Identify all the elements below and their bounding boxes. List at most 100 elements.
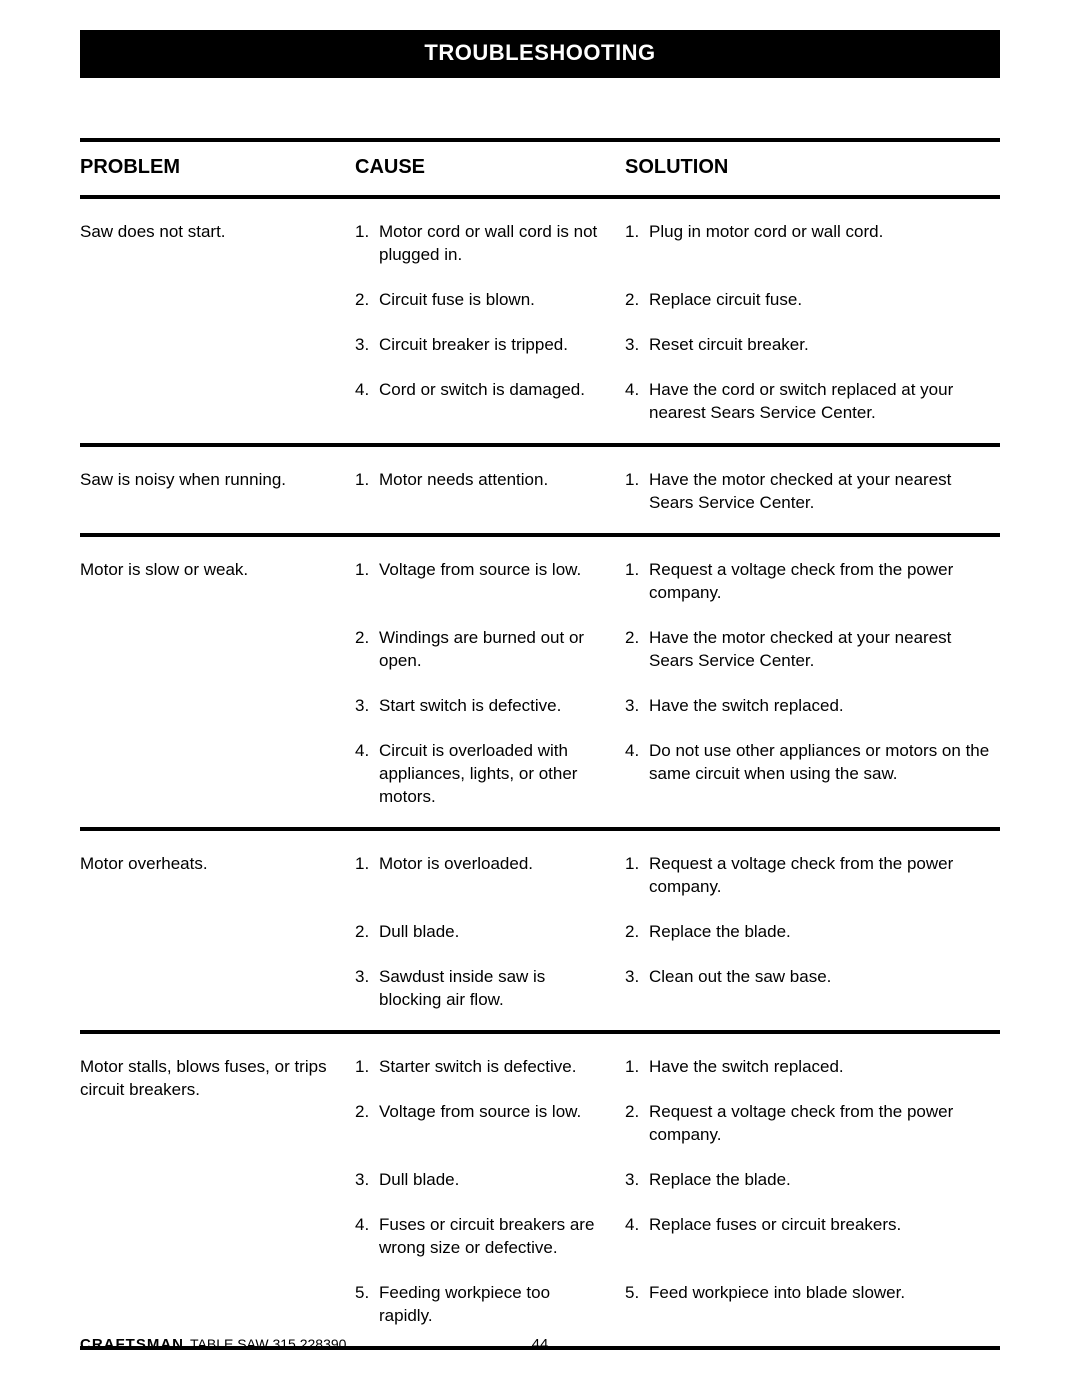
- solution-item: 2.Have the motor checked at your nearest…: [625, 627, 1000, 673]
- solution-text: Replace fuses or circuit breakers.: [649, 1214, 1000, 1260]
- cause-text: Voltage from source is low.: [379, 559, 605, 605]
- problem-cell: Motor overheats.: [80, 853, 355, 1012]
- solution-cell: 1.Have the switch replaced. 2.Request a v…: [625, 1056, 1000, 1328]
- cause-cell: 1.Motor needs attention.: [355, 469, 625, 515]
- cause-text: Cord or switch is damaged.: [379, 379, 605, 425]
- cause-item: 3.Circuit breaker is tripped.: [355, 334, 605, 357]
- header-problem: PROBLEM: [80, 142, 355, 195]
- cause-item: 3.Dull blade.: [355, 1169, 605, 1192]
- list-number: 2.: [625, 921, 649, 944]
- list-number: 4.: [355, 1214, 379, 1260]
- solution-item: 3.Have the switch replaced.: [625, 695, 1000, 718]
- solution-text: Request a voltage check from the power c…: [649, 853, 1000, 899]
- list-number: 2.: [625, 289, 649, 312]
- solution-text: Clean out the saw base.: [649, 966, 1000, 1012]
- cause-list: 1.Motor is overloaded.2.Dull blade.3.Saw…: [355, 853, 605, 1012]
- list-number: 1.: [355, 559, 379, 605]
- solution-item: 3.Reset circuit breaker.: [625, 334, 1000, 357]
- cause-item: 4.Circuit is overloaded with appliances,…: [355, 740, 605, 809]
- solution-text: Request a voltage check from the power c…: [649, 559, 1000, 605]
- list-number: 1.: [625, 853, 649, 899]
- list-number: 3.: [625, 1169, 649, 1192]
- cause-item: 5.Feeding workpiece too rapidly.: [355, 1282, 605, 1328]
- cause-item: 1.Starter switch is defective.: [355, 1056, 605, 1079]
- solution-text: Replace the blade.: [649, 1169, 1000, 1192]
- cause-text: Feeding workpiece too rapidly.: [379, 1282, 605, 1328]
- list-number: 2.: [355, 627, 379, 673]
- problem-cell: Saw is noisy when running.: [80, 469, 355, 515]
- solution-cell: 1.Request a voltage check from the power…: [625, 559, 1000, 809]
- model: TABLE SAW 315.228390: [190, 1336, 346, 1352]
- table-header-row: PROBLEM CAUSE SOLUTION: [80, 142, 1000, 199]
- page: TROUBLESHOOTING PROBLEM CAUSE SOLUTION S…: [0, 0, 1080, 1397]
- table-row: Saw does not start.1.Motor cord or wall …: [80, 199, 1000, 447]
- solution-text: Have the switch replaced.: [649, 1056, 1000, 1079]
- problem-text: Motor overheats.: [80, 853, 345, 876]
- problem-cell: Saw does not start.: [80, 221, 355, 425]
- list-number: 3.: [625, 695, 649, 718]
- solution-item: 1.Request a voltage check from the power…: [625, 559, 1000, 605]
- solution-text: Have the cord or switch replaced at your…: [649, 379, 1000, 425]
- solution-cell: 1.Have the motor checked at your nearest…: [625, 469, 1000, 515]
- cause-text: Circuit is overloaded with appliances, l…: [379, 740, 605, 809]
- solution-item: 1.Request a voltage check from the power…: [625, 853, 1000, 899]
- header-cause: CAUSE: [355, 142, 625, 195]
- list-number: 5.: [355, 1282, 379, 1328]
- list-number: 3.: [355, 1169, 379, 1192]
- cause-item: 4.Cord or switch is damaged.: [355, 379, 605, 425]
- list-number: 4.: [355, 379, 379, 425]
- cause-list: 1.Motor needs attention.: [355, 469, 605, 515]
- section-title: TROUBLESHOOTING: [80, 30, 1000, 78]
- cause-item: 2.Windings are burned out or open.: [355, 627, 605, 673]
- table-row: Motor overheats.1.Motor is overloaded.2.…: [80, 831, 1000, 1034]
- header-solution: SOLUTION: [625, 142, 1000, 195]
- solution-item: 4.Replace fuses or circuit breakers.: [625, 1214, 1000, 1260]
- list-number: 1.: [355, 853, 379, 899]
- list-number: 2.: [355, 289, 379, 312]
- solution-item: 1.Plug in motor cord or wall cord.: [625, 221, 1000, 267]
- cause-item: 4.Fuses or circuit breakers are wrong si…: [355, 1214, 605, 1260]
- solution-text: Plug in motor cord or wall cord.: [649, 221, 1000, 267]
- solution-item: 1.Have the switch replaced.: [625, 1056, 1000, 1079]
- list-number: 1.: [625, 559, 649, 605]
- cause-item: 1.Motor cord or wall cord is not plugged…: [355, 221, 605, 267]
- table-row: Motor is slow or weak.1.Voltage from sou…: [80, 537, 1000, 831]
- cause-item: 3.Sawdust inside saw is blocking air flo…: [355, 966, 605, 1012]
- table-row: Saw is noisy when running.1.Motor needs …: [80, 447, 1000, 537]
- solution-list: 1.Request a voltage check from the power…: [625, 853, 1000, 1012]
- list-number: 3.: [355, 334, 379, 357]
- problem-text: Motor stalls, blows fuses, or trips circ…: [80, 1056, 345, 1102]
- solution-list: 1.Plug in motor cord or wall cord.2.Repl…: [625, 221, 1000, 425]
- list-number: 4.: [625, 740, 649, 809]
- list-number: 2.: [625, 627, 649, 673]
- cause-text: Sawdust inside saw is blocking air flow.: [379, 966, 605, 1012]
- cause-list: 1.Starter switch is defective.2.Voltage …: [355, 1056, 605, 1328]
- cause-item: 1.Motor needs attention.: [355, 469, 605, 515]
- solution-text: Replace circuit fuse.: [649, 289, 1000, 312]
- list-number: 2.: [355, 921, 379, 944]
- list-number: 1.: [625, 221, 649, 267]
- table-row: Motor stalls, blows fuses, or trips circ…: [80, 1034, 1000, 1350]
- list-number: 5.: [625, 1282, 649, 1328]
- cause-text: Circuit breaker is tripped.: [379, 334, 605, 357]
- solution-item: 4.Do not use other appliances or motors …: [625, 740, 1000, 809]
- troubleshooting-table: PROBLEM CAUSE SOLUTION Saw does not star…: [80, 138, 1000, 1350]
- cause-text: Starter switch is defective.: [379, 1056, 605, 1079]
- cause-list: 1.Motor cord or wall cord is not plugged…: [355, 221, 605, 425]
- cause-cell: 1.Motor cord or wall cord is not plugged…: [355, 221, 625, 425]
- solution-item: 1.Have the motor checked at your nearest…: [625, 469, 1000, 515]
- solution-text: Have the motor checked at your nearest S…: [649, 469, 1000, 515]
- solution-item: 2.Request a voltage check from the power…: [625, 1101, 1000, 1147]
- cause-text: Dull blade.: [379, 1169, 605, 1192]
- cause-text: Motor is overloaded.: [379, 853, 605, 899]
- problem-text: Motor is slow or weak.: [80, 559, 345, 582]
- cause-item: 2.Circuit fuse is blown.: [355, 289, 605, 312]
- list-number: 1.: [355, 221, 379, 267]
- solution-cell: 1.Plug in motor cord or wall cord.2.Repl…: [625, 221, 1000, 425]
- list-number: 1.: [625, 469, 649, 515]
- solution-item: 3.Replace the blade.: [625, 1169, 1000, 1192]
- page-footer: CRAFTSMAN TABLE SAW 315.228390 44: [80, 1336, 1000, 1353]
- solution-text: Feed workpiece into blade slower.: [649, 1282, 1000, 1328]
- cause-text: Voltage from source is low.: [379, 1101, 605, 1147]
- solution-item: 2.Replace the blade.: [625, 921, 1000, 944]
